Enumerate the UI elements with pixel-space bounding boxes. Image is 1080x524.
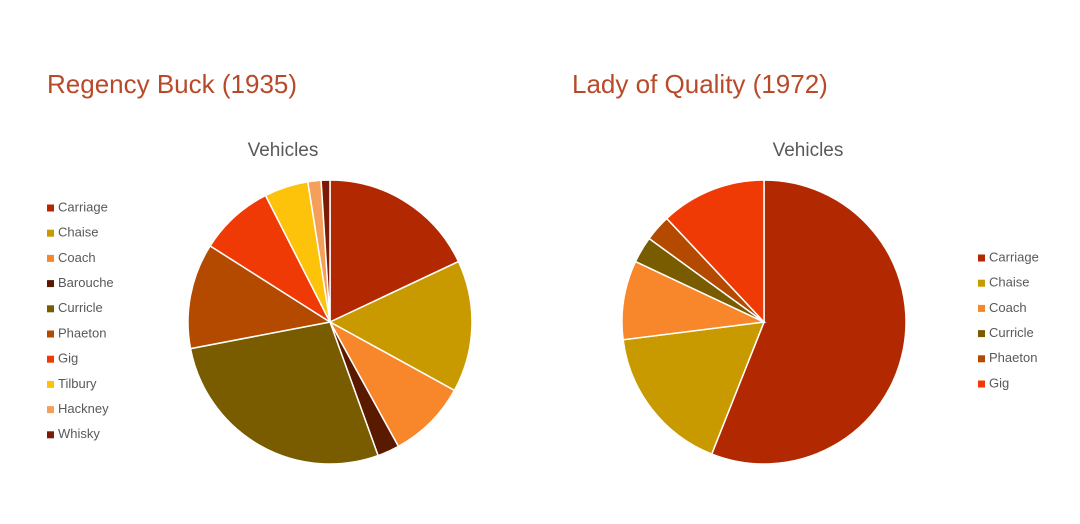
legend-label: Carriage bbox=[989, 249, 1039, 264]
legend-label: Coach bbox=[989, 300, 1027, 315]
legend-swatch bbox=[47, 330, 54, 338]
pie-slice bbox=[621, 260, 767, 341]
legend-swatch bbox=[47, 380, 54, 388]
legend-swatch bbox=[47, 254, 54, 262]
pie-slice bbox=[187, 244, 333, 350]
legend-swatch bbox=[978, 304, 985, 312]
legend-label: Gig bbox=[989, 375, 1009, 390]
legend-swatch bbox=[47, 229, 54, 237]
chart-heading: Regency Buck (1935) bbox=[47, 69, 297, 99]
legend-swatch bbox=[978, 380, 985, 388]
pie-slice bbox=[622, 321, 766, 456]
legend-swatch bbox=[47, 305, 54, 313]
pie-slice bbox=[710, 179, 907, 465]
legend-swatch bbox=[978, 279, 985, 287]
legend-label: Curricle bbox=[58, 300, 103, 315]
pie-slice bbox=[328, 260, 473, 392]
legend-label: Coach bbox=[58, 250, 96, 265]
pie-slice bbox=[328, 320, 456, 448]
pie-slice bbox=[329, 179, 460, 324]
legend-swatch bbox=[47, 406, 54, 414]
legend-swatch bbox=[978, 355, 985, 363]
legend-swatch bbox=[978, 330, 985, 338]
legend-label: Tilbury bbox=[58, 376, 97, 391]
legend-swatch bbox=[47, 280, 54, 288]
pie-slice bbox=[320, 179, 331, 323]
chart-title: Vehicles bbox=[248, 140, 319, 161]
legend-label: Phaeton bbox=[989, 350, 1037, 365]
legend-label: Carriage bbox=[58, 199, 108, 214]
legend-swatch bbox=[47, 355, 54, 363]
legend-label: Whisky bbox=[58, 426, 100, 441]
legend-label: Hackney bbox=[58, 401, 109, 416]
legend-label: Curricle bbox=[989, 325, 1034, 340]
pie-slice bbox=[665, 179, 765, 324]
legend-swatch bbox=[978, 254, 985, 262]
chart-heading: Lady of Quality (1972) bbox=[572, 69, 828, 99]
legend-swatch bbox=[47, 431, 54, 439]
pie-slice bbox=[189, 321, 380, 465]
legend-label: Phaeton bbox=[58, 325, 106, 340]
legend-label: Chaise bbox=[58, 225, 98, 240]
legend-label: Chaise bbox=[989, 275, 1029, 290]
legend-label: Barouche bbox=[58, 275, 114, 290]
chart-title: Vehicles bbox=[773, 140, 844, 161]
legend-swatch bbox=[47, 204, 54, 212]
legend-label: Gig bbox=[58, 351, 78, 366]
